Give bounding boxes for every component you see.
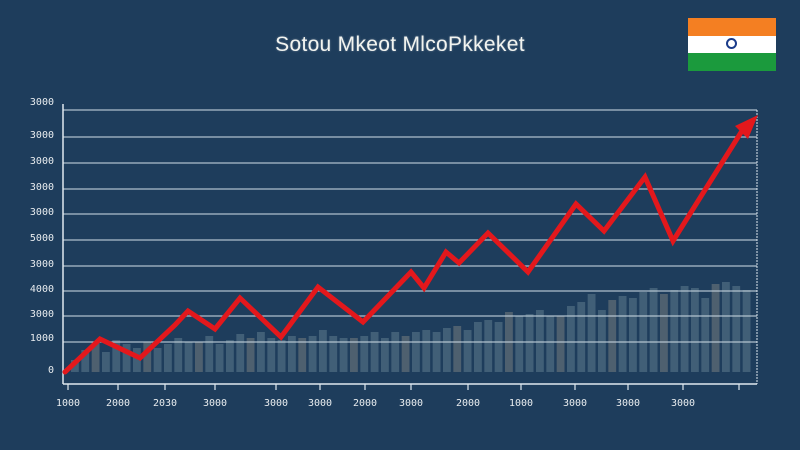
volume-bar [267,338,276,372]
volume-bar [153,348,162,372]
volume-bar [205,336,214,372]
x-tick-label: 3000 [562,398,588,409]
volume-bar [484,320,493,372]
volume-bar [288,336,296,372]
volume-bar [81,350,90,372]
volume-bar [546,316,555,372]
x-tick-label: 3000 [398,398,424,409]
y-tick-label: 3000 [29,130,54,141]
volume-bar [556,316,565,372]
y-tick-label: 5000 [29,233,54,244]
y-tick-label: 3000 [29,97,54,108]
volume-bar [432,332,441,372]
volume-bar [412,332,420,372]
volume-bar [184,342,193,372]
x-tick-label: 3000 [670,398,696,409]
volume-bar [515,316,524,372]
x-ticks [67,384,740,390]
volume-bar [360,336,369,372]
volume-bar [215,344,224,372]
x-tick-label: 3000 [202,398,228,409]
x-tick-label: 3000 [615,398,641,409]
y-tick-label: 3000 [29,156,54,167]
volume-bar [567,306,575,372]
volume-bar [174,338,183,372]
volume-bar [122,344,131,372]
x-tick-label: 2000 [105,398,131,409]
volume-bar [236,334,245,372]
chakra-icon [726,38,737,49]
y-tick-label: 4000 [29,284,54,295]
volume-bar [370,332,379,372]
volume-bar [732,286,741,372]
india-flag-icon [688,18,776,72]
x-tick-label: 2000 [455,398,481,409]
arrow-head-icon [735,115,758,139]
x-tick-label: 1000 [508,398,534,409]
volume-bar [246,338,255,372]
volume-bar [525,314,534,372]
volume-bar [608,300,617,372]
x-tick-label: 1000 [55,398,81,409]
volume-bar [639,292,648,372]
volume-bar [277,340,286,372]
x-tick-label: 3000 [307,398,333,409]
x-tick-label: 2030 [152,398,178,409]
volume-bar [91,342,100,372]
price-line [62,123,748,375]
volume-bar [308,336,317,372]
volume-bar [463,330,472,372]
volume-bar [391,332,400,372]
y-tick-label: 3000 [29,182,54,193]
volume-bar [742,290,751,372]
volume-bar [164,344,172,372]
volume-bar [711,284,720,372]
volume-bar [133,348,141,372]
volume-bar [670,290,679,372]
volume-bar [494,322,503,372]
volume-bar [577,302,586,372]
volume-bar [401,336,410,372]
volume-bar [102,352,110,372]
volume-bar [660,294,668,372]
y-tick-label: 0 [47,365,54,376]
volume-bar [629,298,637,372]
volume-bar [329,336,338,372]
volume-bars [71,282,751,372]
x-tick-label: 3000 [263,398,289,409]
volume-bar [339,338,348,372]
volume-bar [112,340,121,372]
volume-bar [195,342,203,372]
y-tick-label: 3000 [29,309,54,320]
volume-bar [474,322,482,372]
volume-bar [722,282,730,372]
volume-bar [257,332,265,372]
volume-bar [350,338,358,372]
volume-bar [298,338,307,372]
volume-bar [691,288,699,372]
volume-bar [598,310,606,372]
volume-bar [536,310,544,372]
chart-title: Sotou Mkeot MlcoPkkeket [275,33,525,56]
volume-bar [422,330,431,372]
y-tick-label: 3000 [29,259,54,270]
volume-bar [226,340,234,372]
volume-bar [443,328,451,372]
gridlines [63,109,757,343]
volume-bar [381,338,389,372]
volume-bar [701,298,710,372]
volume-bar [618,296,627,372]
volume-bar [587,294,596,372]
y-tick-label: 1000 [29,333,54,344]
volume-bar [453,326,462,372]
y-tick-label: 3000 [29,207,54,218]
volume-bar [680,286,689,372]
volume-bar [319,330,327,372]
x-tick-label: 2000 [352,398,378,409]
volume-bar [649,288,658,372]
volume-bar [143,342,152,372]
